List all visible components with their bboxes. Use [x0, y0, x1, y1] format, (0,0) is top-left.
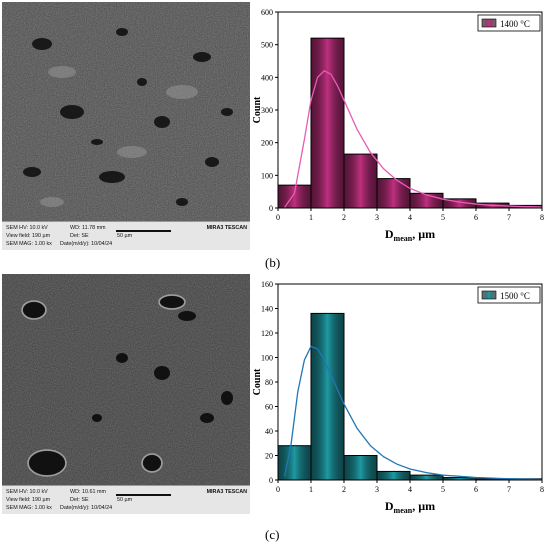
x-tick-label: 6 — [474, 485, 478, 494]
y-axis-label: Count — [252, 96, 263, 123]
histogram-1400c: 0 1 2 3 4 5 6 7 8 0 100 200 300 400 500 600 Count Dmean, … — [252, 8, 544, 243]
sem-scale-bar — [116, 494, 171, 496]
legend-swatch — [481, 290, 497, 300]
sem-hv: SEM HV: 10.0 kV — [6, 489, 48, 495]
y-tick-label: 600 — [261, 8, 273, 17]
y-tick-label: 160 — [261, 280, 273, 289]
y-axis-label: Count — [252, 368, 263, 395]
legend-swatch — [481, 18, 497, 28]
x-tick-label: 0 — [276, 213, 280, 222]
x-tick-label: 3 — [375, 213, 379, 222]
x-tick-label: 3 — [375, 485, 379, 494]
x-tick-label: 2 — [342, 213, 346, 222]
x-tick-label: 6 — [474, 213, 478, 222]
histogram-bar-shade — [310, 37, 345, 209]
y-tick-label: 100 — [261, 171, 273, 180]
histogram-1500c: 0 1 2 3 4 5 6 7 8020406080100120140160CountDmean… — [252, 280, 544, 515]
y-tick-label: 80 — [265, 378, 273, 387]
y-tick-label: 120 — [261, 329, 273, 338]
x-tick-label: 7 — [507, 213, 511, 222]
x-tick-label: 5 — [441, 213, 445, 222]
sem-image-bottom: SEM HV: 10.0 kV WD: 10.61 mm MIRA3 TESCA… — [2, 274, 250, 514]
histogram-bar-shade — [376, 178, 411, 209]
sem-view-field: View field: 190 µm — [6, 497, 51, 503]
y-tick-label: 500 — [261, 41, 273, 50]
histogram-bar-shade — [277, 184, 312, 209]
sem-image-top: SEM HV: 10.0 kV WD: 11.78 mm MIRA3 TESCA… — [2, 2, 250, 250]
legend-label: 1400 °C — [500, 19, 530, 29]
sem-scale-label: 50 µm — [117, 497, 133, 503]
y-tick-label: 20 — [265, 452, 273, 461]
y-tick-label: 400 — [261, 73, 273, 82]
sem-brand: MIRA3 TESCAN — [206, 489, 247, 495]
sem-det: Det: SE — [70, 497, 89, 503]
x-axis-label: Dmean, µm — [385, 499, 435, 515]
histogram-bar-shade — [343, 455, 378, 481]
x-axis-label: Dmean, µm — [385, 227, 435, 243]
y-tick-label: 100 — [261, 354, 273, 363]
histogram-bar-shade — [277, 445, 312, 481]
x-tick-label: 1 — [309, 213, 313, 222]
sem-info-bar: SEM HV: 10.0 kV WD: 11.78 mm MIRA3 TESCA… — [2, 221, 250, 250]
sem-date: Date(m/d/y): 10/04/24 — [60, 505, 113, 511]
x-tick-label: 4 — [408, 485, 412, 494]
x-tick-label: 8 — [540, 213, 544, 222]
sem-mag: SEM MAG: 1.00 kx — [6, 241, 52, 247]
y-tick-label: 40 — [265, 427, 273, 436]
histogram-bar-shade — [310, 312, 345, 481]
x-tick-label: 1 — [309, 485, 313, 494]
sem-wd: WD: 10.61 mm — [70, 489, 106, 495]
x-tick-label: 5 — [441, 485, 445, 494]
fit-curve — [284, 70, 543, 208]
sem-micrograph-bottom — [2, 278, 250, 490]
fit-curve — [283, 345, 543, 481]
panel-label-b: (b) — [265, 255, 281, 270]
x-tick-label: 4 — [408, 213, 412, 222]
sem-hv: SEM HV: 10.0 kV — [6, 225, 48, 231]
sem-mag: SEM MAG: 1.00 kx — [6, 505, 52, 511]
histogram-bar-shade — [343, 153, 378, 209]
sem-brand: MIRA3 TESCAN — [206, 225, 247, 231]
sem-scale-bar — [116, 230, 171, 232]
histogram-bar-shade — [376, 470, 411, 481]
y-tick-label: 140 — [261, 305, 273, 314]
x-tick-label: 0 — [276, 485, 280, 494]
sem-det: Det: SE — [70, 233, 89, 239]
sem-date: Date(m/d/y): 10/04/24 — [60, 241, 113, 247]
sem-view-field: View field: 190 µm — [6, 233, 51, 239]
sem-scale-label: 50 µm — [117, 233, 133, 239]
sem-wd: WD: 11.78 mm — [70, 225, 106, 231]
x-tick-label: 8 — [540, 485, 544, 494]
panel-label-c: (c) — [265, 527, 280, 542]
y-tick-label: 200 — [261, 139, 273, 148]
sem-info-bar: SEM HV: 10.0 kV WD: 10.61 mm MIRA3 TESCA… — [2, 485, 250, 514]
y-tick-label: 300 — [261, 106, 273, 115]
y-tick-label: 60 — [265, 403, 273, 412]
x-tick-label: 7 — [507, 485, 511, 494]
y-tick-label: 0 — [269, 476, 273, 485]
histogram-bar-shade — [409, 474, 444, 481]
sem-micrograph-top — [2, 2, 250, 222]
y-tick-label: 0 — [269, 204, 273, 213]
legend-label: 1500 °C — [500, 291, 530, 301]
x-tick-label: 2 — [342, 485, 346, 494]
